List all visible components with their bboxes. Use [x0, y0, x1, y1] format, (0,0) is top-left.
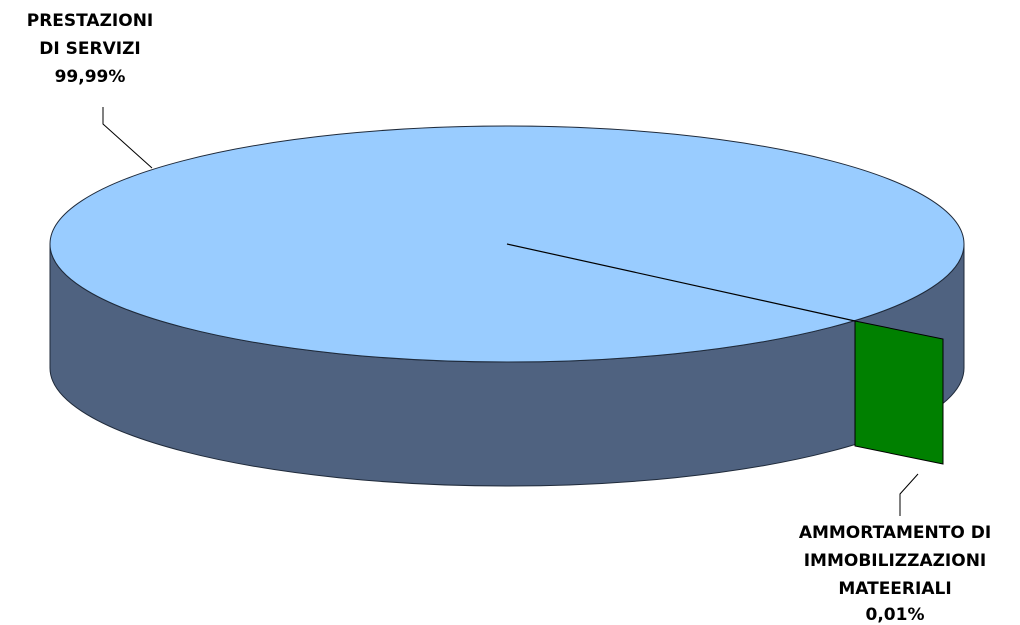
label-ammortamento-value: 0,01%: [866, 605, 925, 625]
label-ammortamento-line-1: AMMORTAMENTO DI: [799, 523, 991, 543]
label-prestazioni-line-2: DI SERVIZI: [39, 39, 140, 59]
slice-ammortamento: [854, 320, 944, 465]
label-ammortamento-line-2: IMMOBILIZZAZIONI: [804, 551, 987, 571]
leader-line-prestazioni: [102, 107, 153, 169]
leader-line-ammortamento: [899, 473, 919, 516]
label-prestazioni-value: 99,99%: [55, 67, 126, 87]
label-ammortamento-line-3: MATEERIALI: [838, 579, 951, 599]
label-prestazioni-line-1: PRESTAZIONI: [27, 11, 154, 31]
slice-boundary-line: [506, 243, 856, 322]
